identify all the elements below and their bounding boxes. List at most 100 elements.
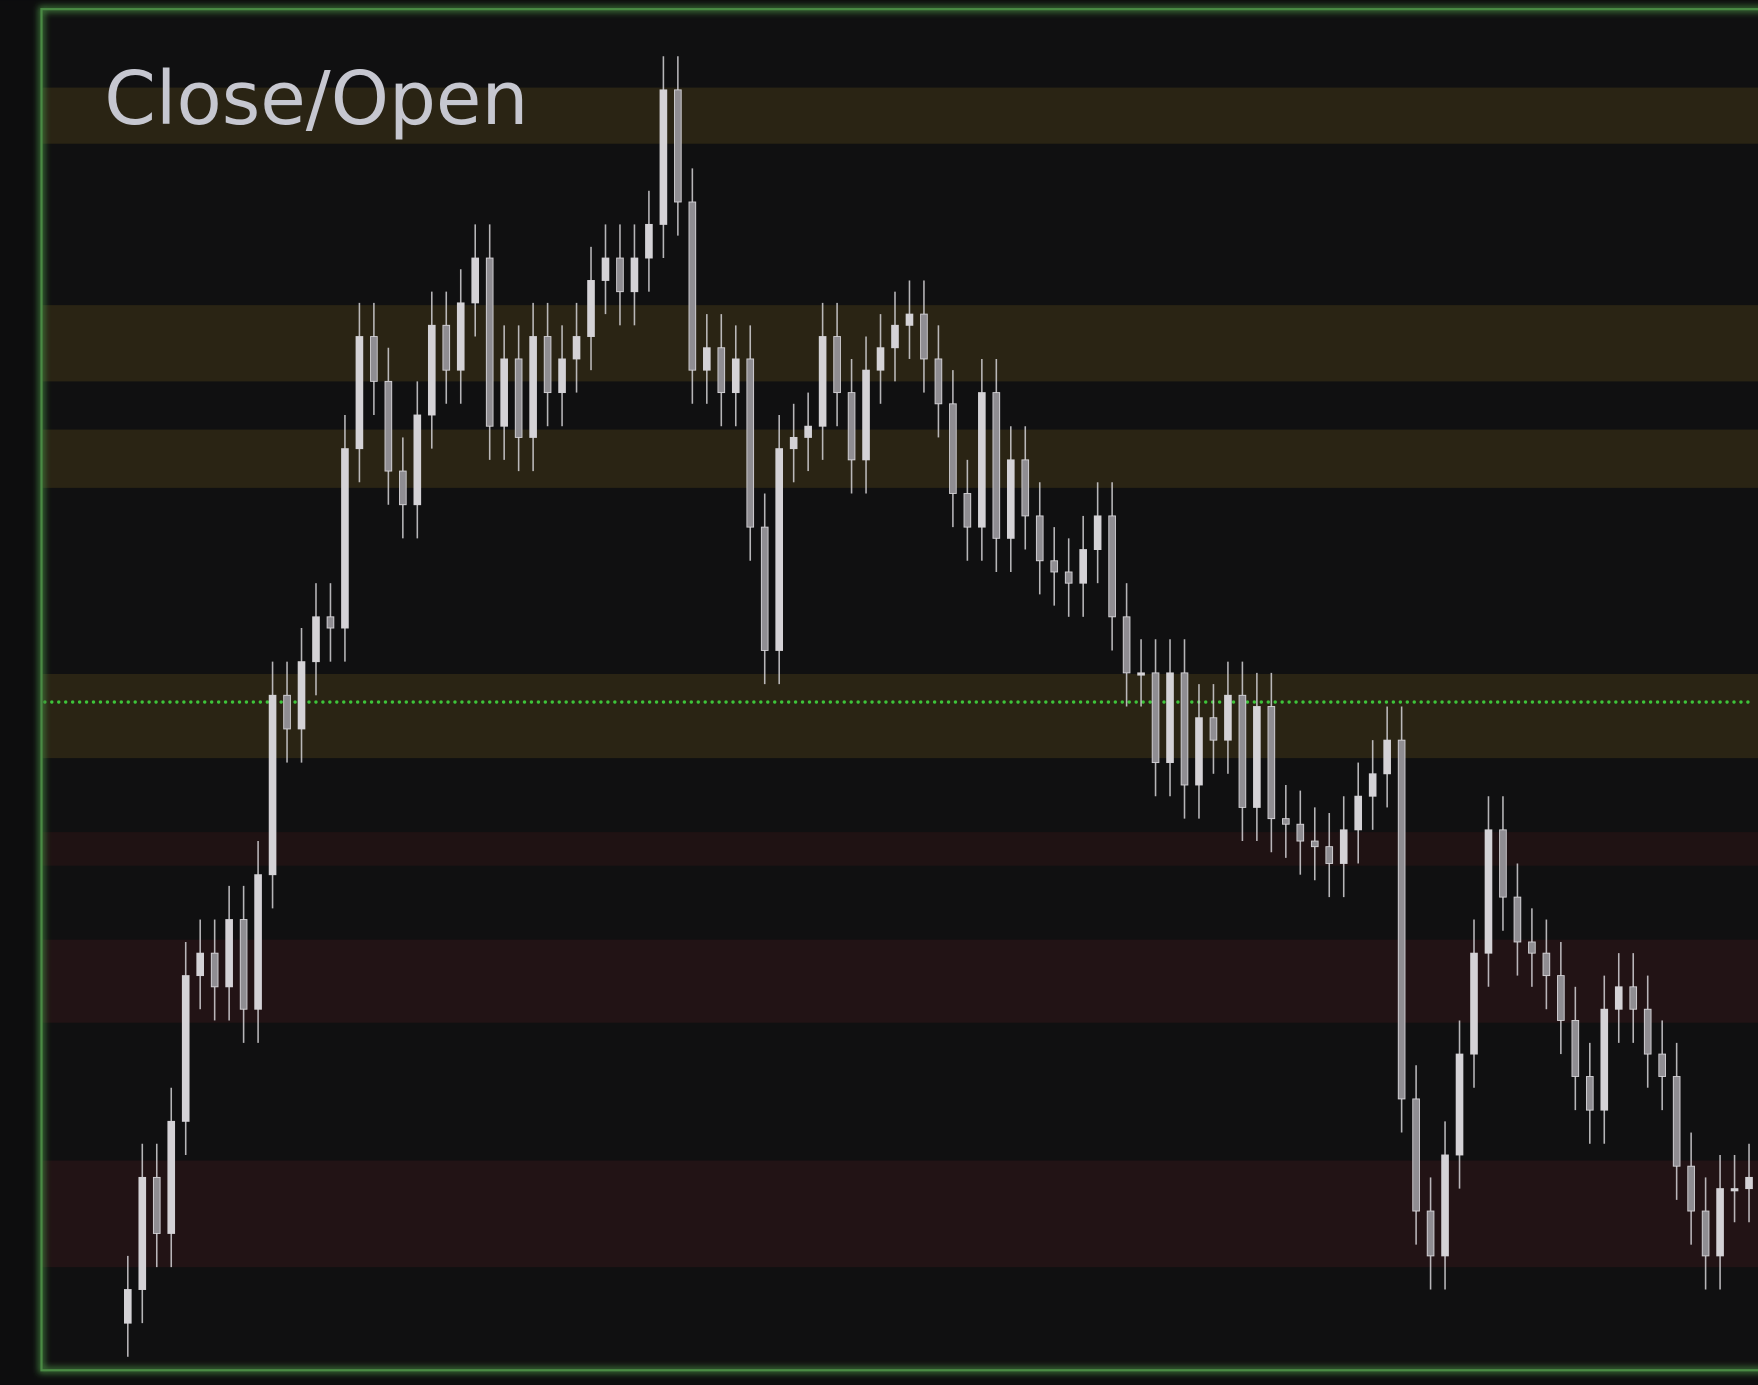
candle-body (717, 347, 726, 394)
zone (42, 1160, 1758, 1268)
candle-body (1238, 694, 1247, 808)
candle-body (1137, 672, 1145, 676)
candle-body (1282, 818, 1290, 825)
candle-body (1035, 515, 1044, 562)
candle-body (1195, 717, 1203, 786)
candle-body (181, 975, 190, 1122)
candle-body (949, 403, 957, 494)
candle-body (138, 1176, 147, 1290)
candle-body (746, 358, 755, 528)
candle-body (1585, 1076, 1594, 1111)
candle-body (1643, 1008, 1652, 1055)
candle-body (1571, 1019, 1580, 1077)
zone (42, 674, 1758, 759)
candle-body (934, 358, 943, 405)
candle-body (167, 1120, 176, 1234)
candle-body (225, 919, 233, 988)
candle-body (1455, 1053, 1464, 1156)
zone (42, 939, 1758, 1023)
candle-body (413, 414, 422, 506)
candle-body (630, 257, 639, 293)
candle-body (514, 358, 523, 438)
candle-body (1383, 739, 1391, 775)
candle-body (1687, 1165, 1695, 1212)
candle-body (1180, 672, 1189, 786)
candle-body (1441, 1154, 1449, 1257)
candle-body (152, 1176, 161, 1234)
candle-body (456, 302, 465, 371)
candle-body (731, 358, 740, 394)
candle-body (1224, 694, 1232, 741)
candle-body (1122, 616, 1131, 674)
zone (42, 429, 1758, 488)
candle-body (1209, 717, 1218, 741)
candle-body (1614, 986, 1623, 1010)
candle-body (427, 324, 436, 416)
candle-body (543, 336, 552, 394)
candle-body (399, 470, 407, 506)
candle-body (1701, 1210, 1710, 1257)
candle-body (1151, 672, 1160, 764)
zone (42, 305, 1758, 382)
candle-body (1716, 1188, 1724, 1257)
candle-body (558, 358, 566, 394)
candle-body (326, 616, 335, 629)
candle-body (124, 1289, 132, 1324)
zones (42, 87, 1758, 1268)
candle-body (1253, 706, 1261, 808)
candle-body (283, 694, 291, 730)
candle-body (1310, 840, 1319, 848)
candle-body (485, 257, 494, 427)
candle-body (1050, 560, 1059, 573)
candle-body (196, 952, 205, 977)
candle-body (818, 336, 827, 427)
candle-body (529, 336, 537, 438)
candle-body (587, 280, 595, 337)
candle-body (1528, 941, 1536, 954)
candle-body (572, 336, 581, 360)
zone (42, 87, 1758, 144)
candle-body (1006, 459, 1015, 539)
candle-body (1730, 1188, 1739, 1192)
candle-body (978, 392, 986, 528)
candle-body (775, 448, 784, 651)
frame (40, 8, 1758, 1372)
candle-body (905, 313, 914, 326)
candle-body (804, 425, 812, 438)
candle-body (1426, 1210, 1435, 1257)
candle-body (341, 448, 349, 629)
candle-body (703, 347, 711, 371)
candle-body (268, 694, 277, 876)
candle-body (370, 336, 378, 382)
candle-body (1397, 739, 1406, 1100)
candle-body (1629, 986, 1638, 1010)
candle-body (1484, 829, 1493, 954)
candle-body (891, 324, 899, 349)
candle-body (645, 223, 653, 259)
candle-body (1600, 1008, 1609, 1111)
candle-body (1368, 773, 1377, 797)
candle-body (1267, 706, 1276, 820)
candle-body (384, 380, 393, 472)
candle-body (1166, 672, 1174, 764)
candle-body (210, 952, 219, 988)
candle-body (1339, 829, 1348, 864)
candle-body (992, 392, 1001, 539)
candle-body (1672, 1076, 1681, 1167)
candle-body (500, 358, 508, 427)
candle-body (1079, 549, 1087, 584)
candle-body (789, 436, 798, 450)
candle-body (1064, 571, 1073, 584)
candle-body (1513, 896, 1522, 943)
candle-body (1093, 515, 1102, 550)
candle-body (297, 661, 306, 730)
candle-body (1354, 795, 1363, 831)
candle-body (1108, 515, 1116, 618)
candle-body (862, 369, 870, 461)
candle-body (1296, 823, 1305, 842)
candle-body (674, 89, 682, 203)
candle-body (1412, 1098, 1420, 1212)
candle-body (876, 347, 885, 371)
